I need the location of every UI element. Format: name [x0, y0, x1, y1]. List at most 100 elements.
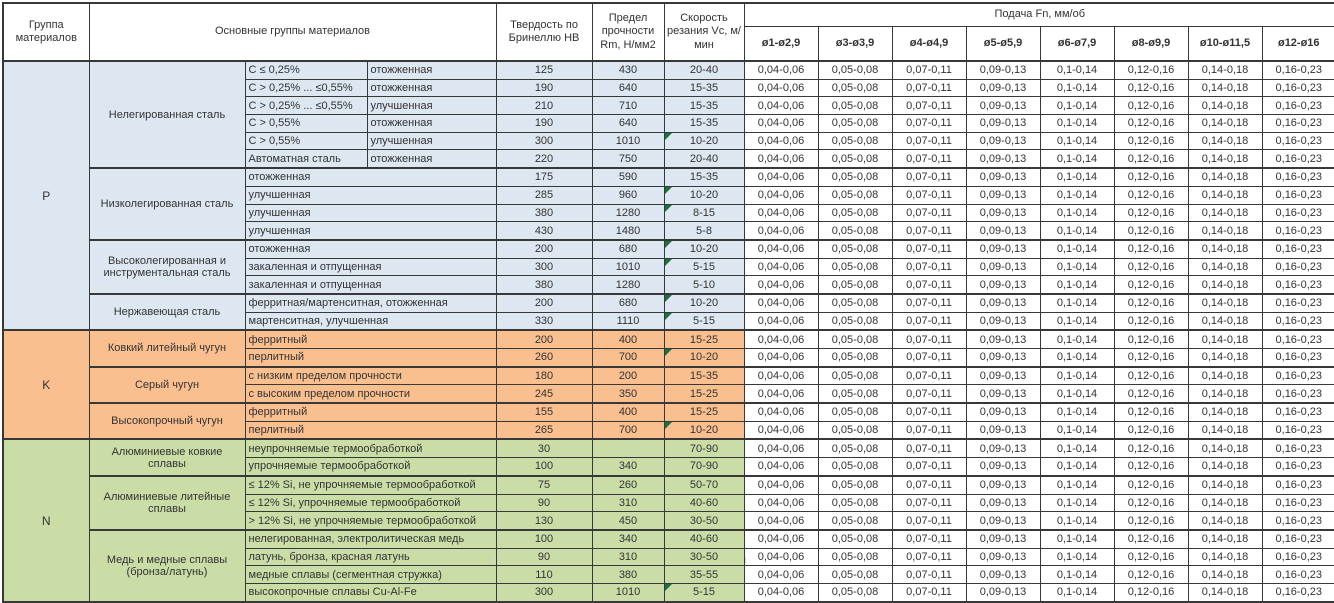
feed-cell[interactable]: 0,14-0,18 [1187, 131, 1263, 151]
feed-cell[interactable]: 0,04-0,06 [743, 78, 819, 98]
feed-cell[interactable]: 0,1-0,14 [1039, 149, 1115, 169]
feed-cell[interactable]: 0,07-0,11 [891, 474, 967, 495]
strength-cell[interactable]: 750 [591, 149, 665, 169]
feed-cell[interactable]: 0,07-0,11 [891, 114, 967, 133]
feed-cell[interactable]: 0,1-0,14 [1039, 457, 1115, 477]
condition-cell[interactable]: упрочняемые термообработкой [244, 457, 497, 477]
feed-cell[interactable]: 0,09-0,13 [965, 78, 1041, 98]
feed-cell[interactable]: 0,16-0,23 [1261, 582, 1334, 603]
feed-cell[interactable]: 0,12-0,16 [1113, 365, 1189, 386]
state-cell[interactable]: отожженная [366, 149, 497, 169]
feed-cell[interactable]: 0,05-0,08 [817, 221, 893, 241]
speed-cell[interactable]: 40-60 [663, 528, 745, 549]
feed-cell[interactable]: 0,16-0,23 [1261, 167, 1334, 187]
strength-cell[interactable]: 1110 [591, 311, 665, 331]
feed-cell[interactable]: 0,09-0,13 [965, 474, 1041, 495]
speed-cell[interactable]: 15-35 [663, 96, 745, 116]
speed-cell[interactable]: 15-25 [663, 384, 745, 404]
feed-cell[interactable]: 0,12-0,16 [1113, 185, 1189, 205]
hardness-cell[interactable]: 300 [495, 582, 593, 603]
feed-cell[interactable]: 0,07-0,11 [891, 420, 967, 440]
strength-cell[interactable]: 1280 [591, 203, 665, 223]
feed-cell[interactable]: 0,09-0,13 [965, 493, 1041, 513]
condition-cell[interactable]: ≤ 12% Si, не упрочняемые термообработкой [244, 474, 497, 495]
feed-cell[interactable]: 0,07-0,11 [891, 582, 967, 603]
strength-cell[interactable]: 1010 [591, 582, 665, 603]
feed-cell[interactable]: 0,12-0,16 [1113, 582, 1189, 603]
feed-cell[interactable]: 0,07-0,11 [891, 347, 967, 368]
feed-cell[interactable]: 0,14-0,18 [1187, 438, 1263, 459]
feed-cell[interactable]: 0,16-0,23 [1261, 365, 1334, 386]
hardness-cell[interactable]: 190 [495, 78, 593, 98]
feed-cell[interactable]: 0,14-0,18 [1187, 565, 1263, 584]
feed-cell[interactable]: 0,14-0,18 [1187, 384, 1263, 404]
feed-cell[interactable]: 0,14-0,18 [1187, 292, 1263, 313]
strength-cell[interactable]: 1010 [591, 131, 665, 151]
hardness-cell[interactable]: 100 [495, 528, 593, 549]
feed-cell[interactable]: 0,05-0,08 [817, 365, 893, 386]
header-diameter-range[interactable]: ø6-ø7,9 [1039, 26, 1115, 62]
speed-cell[interactable]: 5-15 [663, 257, 745, 277]
feed-cell[interactable]: 0,12-0,16 [1113, 438, 1189, 459]
feed-cell[interactable]: 0,1-0,14 [1039, 221, 1115, 241]
feed-cell[interactable]: 0,14-0,18 [1187, 493, 1263, 513]
header-cutting-speed[interactable]: Скорость резания Vc, м/мин [663, 2, 745, 62]
feed-cell[interactable]: 0,07-0,11 [891, 238, 967, 259]
feed-cell[interactable]: 0,04-0,06 [743, 402, 819, 422]
header-main-material-groups[interactable]: Основные группы материалов [88, 2, 497, 62]
feed-cell[interactable]: 0,05-0,08 [817, 347, 893, 368]
strength-cell[interactable]: 700 [591, 347, 665, 368]
feed-cell[interactable]: 0,04-0,06 [743, 582, 819, 603]
header-material-group[interactable]: Группа материалов [2, 2, 90, 62]
condition-cell[interactable]: > 12% Si, не упрочняемые термообработкой [244, 511, 497, 531]
feed-cell[interactable]: 0,05-0,08 [817, 582, 893, 603]
feed-cell[interactable]: 0,07-0,11 [891, 78, 967, 98]
condition-cell[interactable]: C ≤ 0,25% [244, 59, 368, 80]
header-diameter-range[interactable]: ø4-ø4,9 [891, 26, 967, 62]
strength-cell[interactable]: 960 [591, 185, 665, 205]
feed-cell[interactable]: 0,1-0,14 [1039, 384, 1115, 404]
strength-cell[interactable]: 1280 [591, 275, 665, 295]
feed-cell[interactable]: 0,1-0,14 [1039, 311, 1115, 331]
feed-cell[interactable]: 0,05-0,08 [817, 528, 893, 549]
feed-cell[interactable]: 0,05-0,08 [817, 420, 893, 440]
feed-cell[interactable]: 0,05-0,08 [817, 402, 893, 422]
feed-cell[interactable]: 0,16-0,23 [1261, 59, 1334, 80]
hardness-cell[interactable]: 330 [495, 311, 593, 331]
hardness-cell[interactable]: 285 [495, 185, 593, 205]
feed-cell[interactable]: 0,04-0,06 [743, 565, 819, 584]
hardness-cell[interactable]: 175 [495, 167, 593, 187]
strength-cell[interactable]: 400 [591, 402, 665, 422]
feed-cell[interactable]: 0,12-0,16 [1113, 257, 1189, 277]
strength-cell[interactable]: 680 [591, 238, 665, 259]
feed-cell[interactable]: 0,16-0,23 [1261, 384, 1334, 404]
feed-cell[interactable]: 0,05-0,08 [817, 131, 893, 151]
hardness-cell[interactable]: 430 [495, 221, 593, 241]
feed-cell[interactable]: 0,1-0,14 [1039, 565, 1115, 584]
strength-cell[interactable]: 680 [591, 292, 665, 313]
feed-cell[interactable]: 0,04-0,06 [743, 221, 819, 241]
feed-cell[interactable]: 0,05-0,08 [817, 203, 893, 223]
feed-cell[interactable]: 0,07-0,11 [891, 257, 967, 277]
feed-cell[interactable]: 0,16-0,23 [1261, 114, 1334, 133]
strength-cell[interactable]: 310 [591, 547, 665, 567]
feed-cell[interactable]: 0,04-0,06 [743, 511, 819, 531]
feed-cell[interactable]: 0,14-0,18 [1187, 238, 1263, 259]
feed-cell[interactable]: 0,16-0,23 [1261, 457, 1334, 477]
speed-cell[interactable]: 30-50 [663, 511, 745, 531]
feed-cell[interactable]: 0,05-0,08 [817, 292, 893, 313]
header-brinell-hardness[interactable]: Твердость по Бринеллю HB [495, 2, 593, 62]
feed-cell[interactable]: 0,07-0,11 [891, 457, 967, 477]
feed-cell[interactable]: 0,04-0,06 [743, 257, 819, 277]
strength-cell[interactable]: 340 [591, 457, 665, 477]
feed-cell[interactable]: 0,04-0,06 [743, 528, 819, 549]
condition-cell[interactable]: отожженная [244, 238, 497, 259]
speed-cell[interactable]: 10-20 [663, 292, 745, 313]
family-cell[interactable]: Алюминиевые ковкие сплавы [88, 438, 246, 477]
feed-cell[interactable]: 0,04-0,06 [743, 311, 819, 331]
condition-cell[interactable]: C > 0,55% [244, 131, 368, 151]
feed-cell[interactable]: 0,09-0,13 [965, 528, 1041, 549]
feed-cell[interactable]: 0,07-0,11 [891, 167, 967, 187]
feed-cell[interactable]: 0,14-0,18 [1187, 582, 1263, 603]
hardness-cell[interactable]: 265 [495, 420, 593, 440]
